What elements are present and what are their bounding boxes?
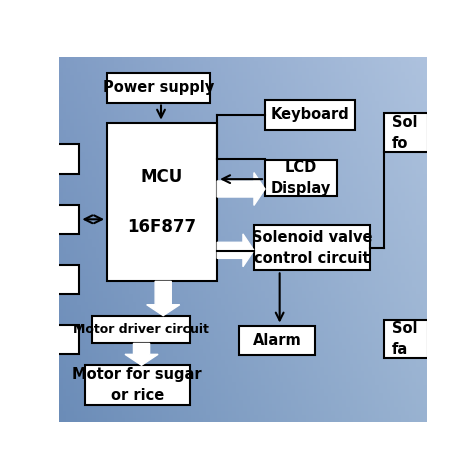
Text: Sol
fo: Sol fo [392, 115, 417, 151]
Polygon shape [217, 173, 265, 205]
Text: Solenoid valve
control circuit: Solenoid valve control circuit [252, 229, 372, 265]
FancyBboxPatch shape [55, 265, 80, 294]
FancyBboxPatch shape [265, 160, 337, 196]
FancyBboxPatch shape [265, 100, 355, 130]
Polygon shape [217, 234, 254, 267]
Text: MCU

16F877: MCU 16F877 [128, 168, 197, 236]
FancyBboxPatch shape [55, 145, 80, 173]
FancyBboxPatch shape [239, 326, 315, 356]
Text: LCD
Display: LCD Display [271, 160, 331, 196]
Text: Alarm: Alarm [253, 333, 301, 348]
FancyBboxPatch shape [254, 225, 370, 270]
FancyBboxPatch shape [92, 316, 190, 343]
Polygon shape [125, 343, 158, 365]
FancyBboxPatch shape [55, 325, 80, 355]
FancyBboxPatch shape [85, 365, 190, 405]
Text: Power supply: Power supply [103, 80, 214, 95]
Polygon shape [146, 282, 180, 316]
FancyBboxPatch shape [55, 205, 80, 234]
FancyBboxPatch shape [107, 123, 217, 282]
FancyBboxPatch shape [384, 319, 428, 358]
Text: Motor for sugar
or rice: Motor for sugar or rice [73, 367, 202, 403]
Text: Motor driver circuit: Motor driver circuit [73, 323, 209, 336]
Text: Keyboard: Keyboard [271, 108, 349, 122]
FancyBboxPatch shape [107, 73, 210, 102]
Text: Sol
fa: Sol fa [392, 321, 417, 357]
FancyBboxPatch shape [384, 113, 428, 152]
